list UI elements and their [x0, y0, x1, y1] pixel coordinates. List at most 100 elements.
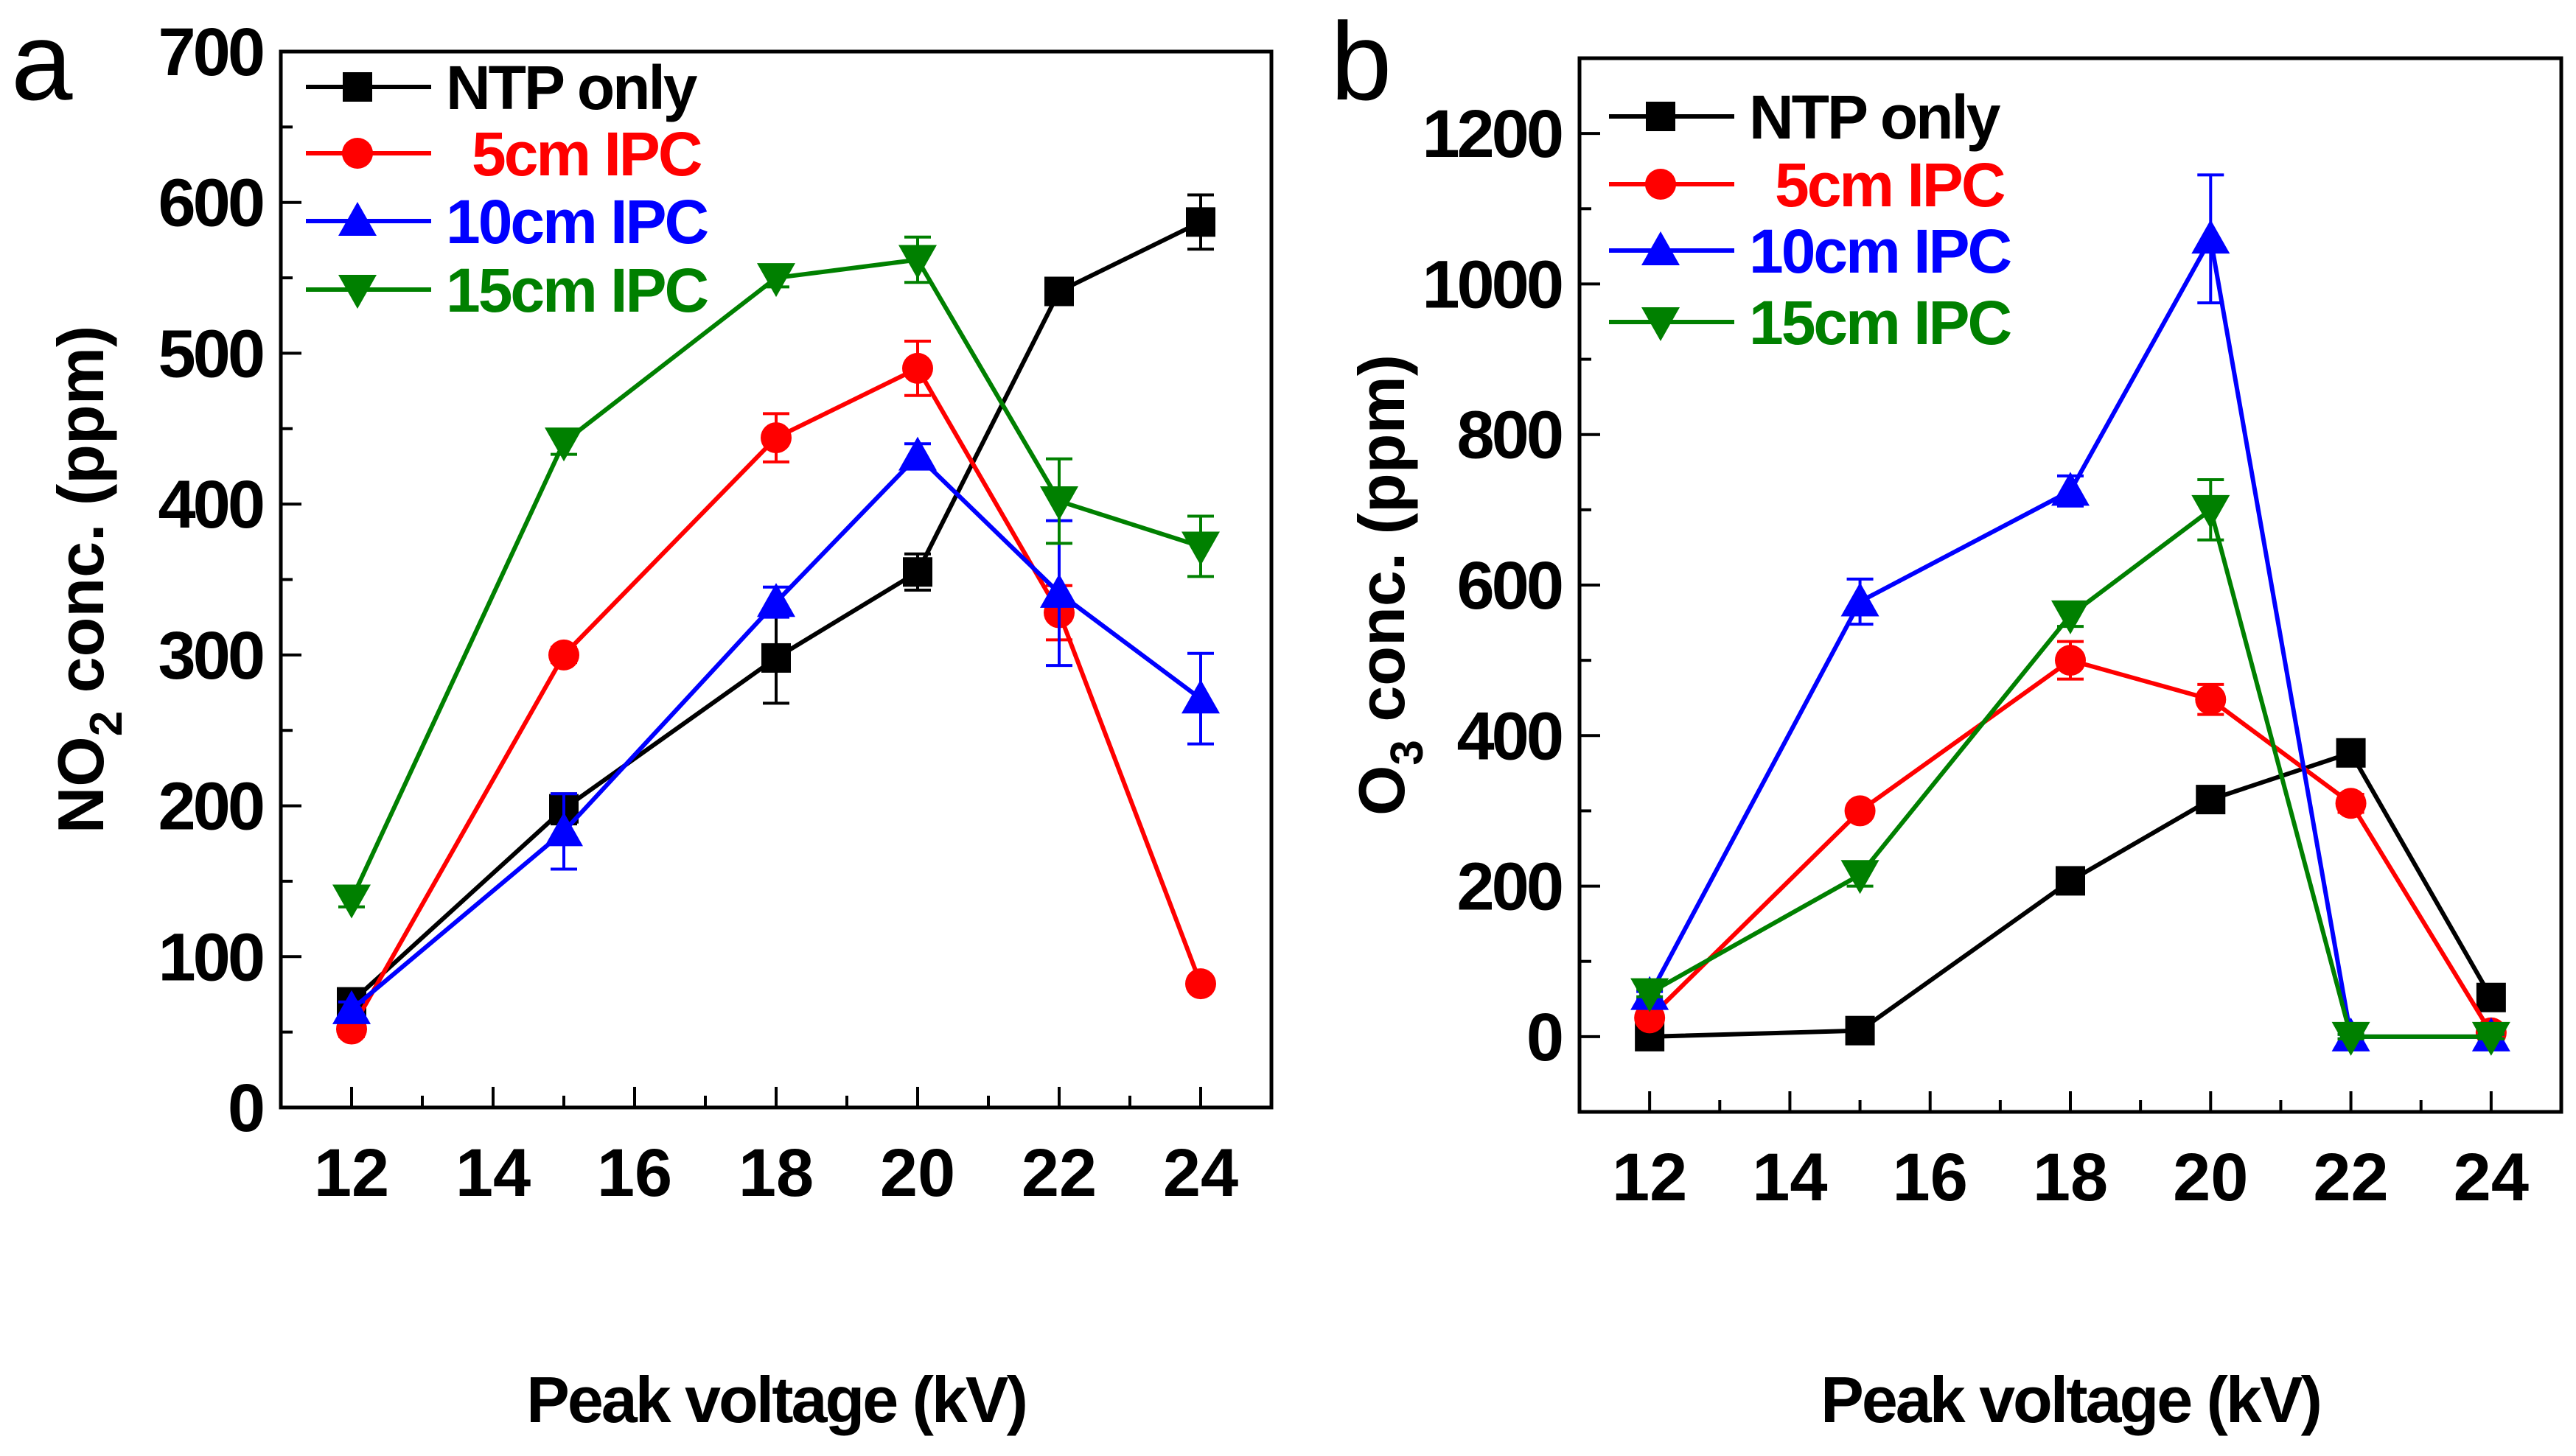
y-axis-label-subscript: 3 [1382, 740, 1433, 765]
data-point [545, 812, 583, 847]
data-point [2051, 600, 2090, 634]
data-point [1186, 207, 1215, 237]
y-tick-label: 500 [158, 316, 263, 391]
data-point [898, 436, 937, 471]
y-axis-label-subscript: 2 [81, 711, 132, 736]
series-line [1648, 657, 2493, 1035]
x-tick-label: 18 [739, 1135, 814, 1211]
legend-marker [1645, 169, 1676, 200]
x-tick-label: 12 [314, 1135, 389, 1211]
y-tick-label: 400 [1457, 699, 1562, 774]
data-point [2191, 494, 2230, 529]
y-tick-label: 400 [158, 467, 263, 542]
x-tick-label: 22 [2313, 1140, 2388, 1215]
x-tick-label: 16 [1893, 1140, 1968, 1215]
data-point [2335, 788, 2367, 819]
data-point [2331, 1021, 2370, 1056]
data-point [1845, 1015, 1875, 1046]
series-ntp-only [1635, 738, 2506, 1051]
y-axis-label-rest: conc. (ppm) [44, 326, 117, 711]
data-point [2051, 472, 2090, 506]
data-point [1840, 582, 1879, 617]
x-axis-label: Peak voltage (kV) [526, 1363, 1026, 1436]
series-line [350, 452, 1202, 1012]
y-tick-label: 600 [1457, 548, 1562, 623]
data-point [2055, 645, 2086, 676]
data-point [2195, 684, 2227, 715]
plot-frame [279, 49, 1274, 1110]
legend-label: NTP only [1749, 83, 2001, 152]
legend-label: 10cm IPC [1749, 217, 2011, 286]
legend-marker [338, 202, 377, 236]
legend-entry: 15cm IPC [1609, 288, 2014, 357]
data-point [761, 643, 791, 673]
series-15cm-ipc [1630, 478, 2510, 1056]
data-point [332, 990, 371, 1024]
legend-marker [338, 275, 377, 309]
legend-marker [1641, 307, 1680, 341]
data-point [545, 427, 583, 462]
plot-frame [1577, 56, 2563, 1114]
series-line [1650, 750, 2493, 1039]
data-point [548, 639, 579, 671]
y-tick-label: 700 [158, 15, 263, 90]
x-axis-label: Peak voltage (kV) [1821, 1363, 2320, 1436]
series-line [349, 220, 1202, 1004]
series-15cm-ipc [332, 235, 1220, 919]
legend-label: 15cm IPC [1749, 288, 2011, 357]
x-tick-label: 22 [1022, 1135, 1097, 1211]
data-point [1181, 679, 1220, 714]
data-point [2471, 1021, 2510, 1056]
y-tick-label: 200 [158, 769, 263, 844]
y-axis-label: O3 conc. (ppm) [1345, 354, 1433, 816]
data-point [2336, 738, 2366, 768]
data-point [903, 557, 932, 587]
panel-a: a 12 14 16 18 20 22 24 0 100 200 300 400 500 600 700 Pea… [11, 0, 1274, 1436]
data-point [332, 884, 371, 919]
y-tick-label: 100 [158, 920, 263, 995]
legend-label: 5cm IPC [472, 119, 702, 189]
y-axis-label-main: O [1345, 766, 1418, 816]
series-10cm-ipc [332, 436, 1220, 1024]
data-point [898, 245, 937, 279]
x-tick-label: 24 [2454, 1140, 2529, 1215]
legend-entry: NTP only [306, 53, 700, 122]
data-point [2196, 785, 2226, 815]
data-point [2476, 982, 2506, 1012]
x-tick-label: 16 [597, 1135, 672, 1211]
y-tick-label: 600 [158, 166, 263, 241]
data-point [2191, 220, 2230, 254]
panel-b: b 12 14 16 18 20 22 24 0 200 400 600 800 1000 1200 Peak… [1330, 0, 2563, 1436]
series-line [1648, 505, 2491, 1039]
legend-marker [343, 72, 372, 102]
data-point [1185, 968, 1216, 1000]
x-tick-label: 12 [1612, 1140, 1687, 1215]
legend-label: 5cm IPC [1775, 150, 2005, 220]
y-axis-label: NO2 conc. (ppm) [44, 326, 132, 834]
legend-label: 15cm IPC [446, 256, 708, 325]
data-point [1630, 978, 1669, 1012]
series-line [349, 365, 1203, 1031]
y-tick-label: 800 [1457, 398, 1562, 473]
data-point [757, 583, 795, 617]
data-point [1040, 573, 1078, 608]
legend-marker [1641, 231, 1680, 265]
legend-entry: 5cm IPC [1609, 150, 2007, 220]
legend-label: 10cm IPC [446, 187, 708, 256]
data-point [902, 352, 933, 384]
panel-label: b [1330, 0, 1392, 123]
series-5cm-ipc [1634, 640, 2507, 1049]
x-tick-label: 18 [2033, 1140, 2108, 1215]
y-axis-label-rest: conc. (ppm) [1345, 354, 1418, 740]
data-point [1634, 1002, 1666, 1034]
legend-entry: 10cm IPC [1609, 217, 2014, 286]
x-tick-label: 20 [880, 1135, 955, 1211]
legend-entry: 15cm IPC [306, 256, 711, 325]
legend-entry: NTP only [1609, 83, 2003, 152]
legend-entry: 10cm IPC [306, 187, 711, 256]
y-tick-label: 300 [158, 618, 263, 693]
data-point [1840, 860, 1879, 895]
y-axis-label-main: NO [44, 736, 117, 833]
panel-label: a [11, 0, 73, 123]
